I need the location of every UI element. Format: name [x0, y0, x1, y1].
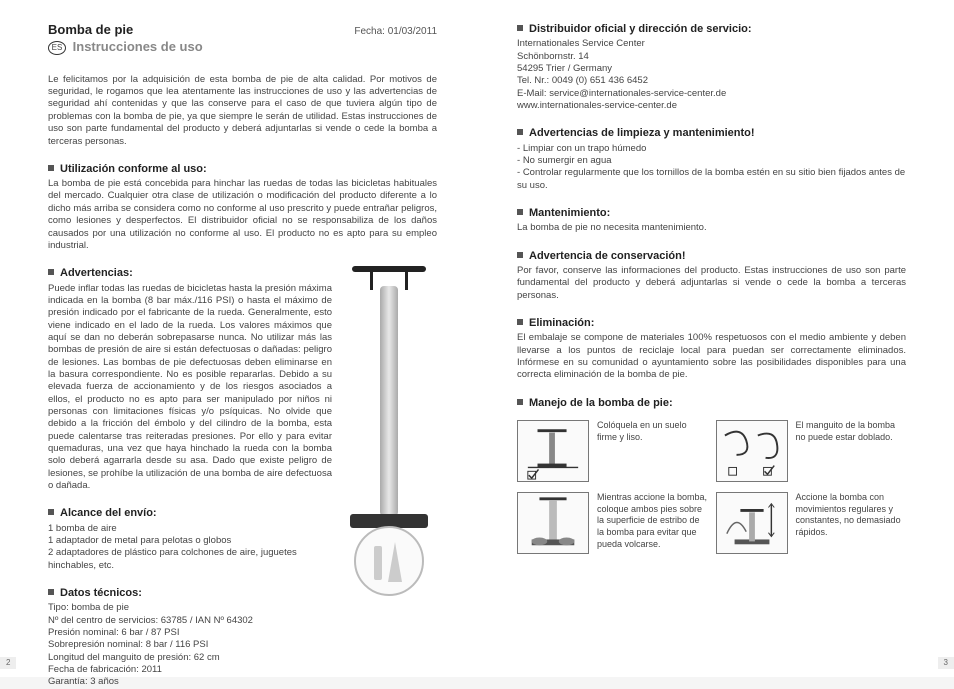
- page-number-left: 2: [0, 657, 16, 669]
- caption-1: Colóquela en un suelo firme y liso.: [597, 420, 708, 443]
- sec-uso-t: La bomba de pie está concebida para hinc…: [48, 178, 437, 252]
- subtitle-row: ES Instrucciones de uso: [48, 39, 203, 56]
- lang-badge: ES: [48, 41, 66, 55]
- thumb-feet-on-base: [517, 492, 589, 554]
- intro-text: Le felicitamos por la adquisición de est…: [48, 74, 437, 148]
- thumb-hose-not-bent: [716, 420, 788, 482]
- sec-man-h: Manejo de la bomba de pie:: [517, 396, 906, 410]
- sec-elim-t: El embalaje se compone de materiales 100…: [517, 332, 906, 381]
- page-right: Distribuidor oficial y dirección de serv…: [477, 0, 954, 677]
- doc-title: Bomba de pie: [48, 22, 203, 39]
- caption-3: Mientras accione la bomba, coloque ambos…: [597, 492, 708, 550]
- header: Bomba de pie ES Instrucciones de uso Fec…: [48, 22, 437, 56]
- sec-limp-h: Advertencias de limpieza y mantenimiento…: [517, 126, 906, 140]
- sec-limp-list: Limpiar con un trapo húmedo No sumergir …: [517, 143, 906, 192]
- thumb-steady-motion: [716, 492, 788, 554]
- sec-dist-h: Distribuidor oficial y dirección de serv…: [517, 22, 906, 36]
- doc-date: Fecha: 01/03/2011: [354, 25, 437, 38]
- caption-2: El manguito de la bomba no puede estar d…: [796, 420, 907, 443]
- page-left: Bomba de pie ES Instrucciones de uso Fec…: [0, 0, 477, 677]
- sec-mant-t: La bomba de pie no necesita mantenimient…: [517, 222, 906, 234]
- sec-dist-list: Internationales Service Center Schönborn…: [517, 38, 906, 112]
- sec-cons-h: Advertencia de conservación!: [517, 249, 906, 263]
- sec-dat-list: Tipo: bomba de pie Nº del centro de serv…: [48, 602, 437, 688]
- sec-uso-h: Utilización conforme al uso:: [48, 162, 437, 176]
- sec-elim-h: Eliminación:: [517, 316, 906, 330]
- handling-grid: Colóquela en un suelo firme y liso. El m…: [517, 420, 906, 554]
- thumb-flat-surface: [517, 420, 589, 482]
- doc-subtitle: Instrucciones de uso: [73, 39, 203, 54]
- pump-illustration: [342, 256, 437, 596]
- sec-mant-h: Mantenimiento:: [517, 206, 906, 220]
- sec-cons-t: Por favor, conserve las informaciones de…: [517, 265, 906, 302]
- page-number-right: 3: [938, 657, 954, 669]
- caption-4: Accione la bomba con movimientos regular…: [796, 492, 907, 539]
